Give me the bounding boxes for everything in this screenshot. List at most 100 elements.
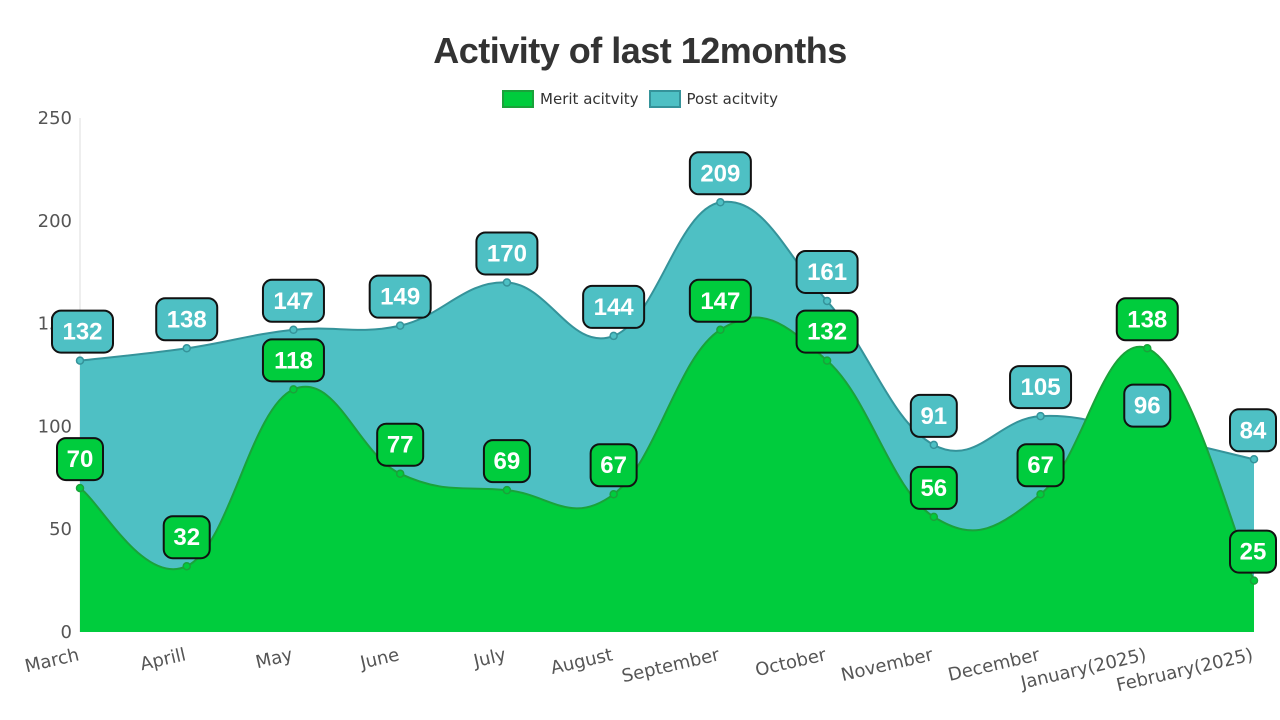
point-post xyxy=(289,325,298,335)
point-merit xyxy=(75,483,85,493)
data-label-box xyxy=(1229,408,1277,453)
data-label-merit: 132 xyxy=(795,309,859,354)
data-label-merit: 138 xyxy=(1115,297,1179,342)
data-label-merit: 118 xyxy=(261,338,325,383)
point-merit xyxy=(716,325,725,335)
x-tick-label: October xyxy=(753,644,828,681)
x-tick-label: May xyxy=(254,644,295,673)
data-label-value: 132 xyxy=(807,319,847,346)
x-tick-label: June xyxy=(357,644,401,674)
x-tick-label: July xyxy=(471,644,509,672)
data-label-merit: 56 xyxy=(909,465,958,510)
point-merit xyxy=(1036,489,1045,499)
point-post xyxy=(1036,411,1045,421)
data-label-box xyxy=(909,393,958,438)
point-post xyxy=(929,440,939,450)
data-label-post: 209 xyxy=(688,151,752,196)
area-merit xyxy=(80,317,1254,632)
point-merit xyxy=(609,489,618,499)
point-merit xyxy=(822,356,832,365)
legend-label-post: Post acitvity xyxy=(686,90,778,108)
data-label-value: 144 xyxy=(594,294,635,321)
point-post xyxy=(395,321,405,330)
legend-item-post[interactable]: Post acitvity xyxy=(648,90,778,108)
x-tick-label: September xyxy=(620,644,722,687)
point-merit xyxy=(502,485,512,495)
point-merit xyxy=(1143,344,1152,353)
data-label-value: 149 xyxy=(380,284,420,311)
data-label-box xyxy=(589,443,638,488)
data-label-box xyxy=(482,439,531,484)
data-label-box xyxy=(909,465,958,510)
data-label-value: 91 xyxy=(920,403,947,430)
data-label-box xyxy=(1016,443,1065,488)
data-label-box xyxy=(162,515,211,560)
y-tick-label: 100 xyxy=(38,416,72,437)
legend-label-merit: Merit acitvity xyxy=(540,90,639,108)
data-label-value: 56 xyxy=(920,475,947,502)
x-tick-label: Aprill xyxy=(138,644,188,675)
point-post xyxy=(609,331,618,341)
data-label-box xyxy=(56,437,104,482)
legend-swatch-merit xyxy=(502,90,535,108)
data-label-value: 138 xyxy=(1127,306,1167,333)
data-label-post: 105 xyxy=(1009,365,1073,410)
data-label-value: 105 xyxy=(1021,374,1061,401)
data-label-merit: 147 xyxy=(688,278,752,323)
data-label-box xyxy=(376,422,425,467)
x-tick-label: March xyxy=(23,644,81,677)
data-label-post: 84 xyxy=(1229,408,1277,453)
data-label-post: 144 xyxy=(582,284,646,329)
data-label-merit: 32 xyxy=(162,515,211,560)
data-label-box xyxy=(51,309,114,354)
data-label-post: 161 xyxy=(795,249,859,294)
data-label-post: 170 xyxy=(475,231,539,276)
data-label-box xyxy=(795,249,859,294)
data-label-box xyxy=(582,284,646,329)
data-label-box xyxy=(368,274,432,319)
data-label-value: 25 xyxy=(1240,539,1267,566)
data-label-merit: 67 xyxy=(589,443,638,488)
y-tick-label: 0 xyxy=(61,622,72,643)
data-label-box xyxy=(688,278,752,323)
data-label-box xyxy=(1009,365,1073,410)
legend-swatch-post xyxy=(648,90,681,108)
data-label-merit: 67 xyxy=(1016,443,1065,488)
data-label-post: 96 xyxy=(1123,383,1172,428)
point-post xyxy=(75,356,85,365)
point-post xyxy=(716,198,725,207)
point-post xyxy=(502,278,512,287)
data-label-value: 84 xyxy=(1240,417,1267,444)
data-label-box xyxy=(1229,529,1277,574)
data-label-box xyxy=(261,278,325,323)
point-merit xyxy=(1249,576,1259,585)
data-label-box xyxy=(261,338,325,383)
data-label-post: 149 xyxy=(368,274,432,319)
data-label-box xyxy=(1123,383,1172,428)
point-merit xyxy=(929,512,939,522)
data-label-value: 70 xyxy=(67,446,94,473)
legend-item-merit[interactable]: Merit acitvity xyxy=(502,90,639,108)
data-label-post: 147 xyxy=(261,278,325,323)
x-tick-label: November xyxy=(839,644,936,686)
line-merit xyxy=(79,316,1255,582)
data-label-box xyxy=(1115,297,1179,342)
data-label-value: 161 xyxy=(807,259,847,286)
point-post xyxy=(1249,455,1259,464)
data-label-value: 209 xyxy=(700,160,740,187)
data-label-post: 138 xyxy=(155,297,219,342)
data-label-value: 32 xyxy=(173,524,200,551)
data-label-post: 132 xyxy=(51,309,114,354)
point-post xyxy=(822,296,832,306)
legend: Merit acitvity Post acitvity xyxy=(0,90,1280,108)
data-label-value: 170 xyxy=(487,240,527,267)
data-label-box xyxy=(795,309,859,354)
y-tick-label: 200 xyxy=(38,211,72,232)
data-label-value: 67 xyxy=(600,452,627,479)
data-label-merit: 77 xyxy=(376,422,425,467)
data-label-box xyxy=(688,151,752,196)
data-label-value: 138 xyxy=(167,306,207,333)
data-label-value: 96 xyxy=(1134,393,1161,420)
data-label-value: 69 xyxy=(494,448,521,475)
